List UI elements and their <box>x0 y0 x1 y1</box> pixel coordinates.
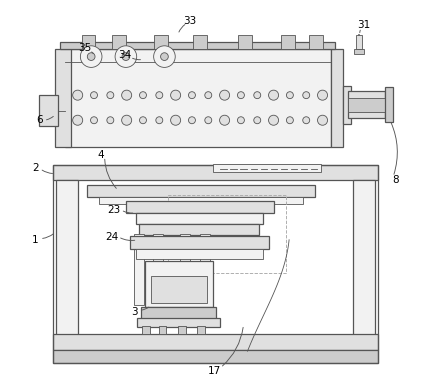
Text: 6: 6 <box>36 115 42 125</box>
Bar <box>81 34 95 49</box>
Circle shape <box>220 90 229 100</box>
Circle shape <box>73 115 83 125</box>
Bar <box>354 49 364 54</box>
Text: 8: 8 <box>392 175 399 185</box>
Bar <box>331 49 343 147</box>
Circle shape <box>220 115 229 125</box>
Bar <box>180 234 190 305</box>
Bar <box>65 49 331 147</box>
Circle shape <box>81 46 102 67</box>
Bar <box>385 87 394 122</box>
Bar <box>130 236 268 249</box>
Bar <box>309 34 323 49</box>
Text: 2: 2 <box>32 163 39 173</box>
Bar <box>168 195 286 272</box>
Circle shape <box>87 53 95 60</box>
Text: 34: 34 <box>118 50 131 60</box>
Circle shape <box>188 117 195 124</box>
Bar <box>153 234 163 305</box>
Circle shape <box>317 115 327 125</box>
Text: 23: 23 <box>108 205 121 215</box>
Bar <box>356 35 362 49</box>
Bar <box>142 326 150 334</box>
Bar <box>158 326 166 334</box>
Text: 31: 31 <box>357 20 370 30</box>
Circle shape <box>237 92 244 99</box>
Circle shape <box>90 92 97 99</box>
Circle shape <box>161 53 168 60</box>
Bar <box>197 326 205 334</box>
Bar <box>145 261 213 307</box>
Bar <box>53 164 378 363</box>
Circle shape <box>205 92 212 99</box>
Circle shape <box>154 46 175 67</box>
Circle shape <box>303 92 310 99</box>
Bar <box>213 164 320 172</box>
Circle shape <box>156 117 163 124</box>
Bar <box>353 180 375 350</box>
Bar <box>194 34 207 49</box>
Text: 17: 17 <box>208 366 221 376</box>
Circle shape <box>303 117 310 124</box>
Bar <box>151 276 207 303</box>
Circle shape <box>286 92 294 99</box>
Bar <box>99 197 303 204</box>
Circle shape <box>268 115 278 125</box>
Circle shape <box>317 90 327 100</box>
Circle shape <box>188 92 195 99</box>
Text: 35: 35 <box>78 43 91 53</box>
Circle shape <box>115 46 137 67</box>
Circle shape <box>122 53 130 60</box>
Circle shape <box>122 115 132 125</box>
Bar <box>200 234 210 305</box>
Circle shape <box>171 115 181 125</box>
Circle shape <box>122 90 132 100</box>
Bar <box>126 201 275 213</box>
Bar <box>139 224 259 235</box>
Circle shape <box>286 117 294 124</box>
Circle shape <box>254 92 261 99</box>
Bar <box>113 34 126 49</box>
Bar <box>154 34 168 49</box>
Bar <box>55 49 71 147</box>
Bar <box>87 185 315 197</box>
Circle shape <box>139 117 146 124</box>
Bar <box>56 180 78 350</box>
Bar <box>53 165 378 180</box>
Circle shape <box>254 117 261 124</box>
Bar <box>178 326 186 334</box>
Circle shape <box>90 117 97 124</box>
Bar <box>53 334 378 350</box>
Text: 24: 24 <box>105 232 118 242</box>
Circle shape <box>205 117 212 124</box>
Circle shape <box>107 92 114 99</box>
Circle shape <box>237 117 244 124</box>
Bar <box>141 307 216 319</box>
Bar <box>349 91 385 118</box>
Bar <box>137 318 220 327</box>
Text: 33: 33 <box>183 16 196 26</box>
Bar <box>39 95 58 126</box>
Bar <box>239 34 252 49</box>
Circle shape <box>268 90 278 100</box>
Bar <box>134 234 144 305</box>
Bar <box>343 86 351 124</box>
Circle shape <box>73 90 83 100</box>
Text: 4: 4 <box>97 150 104 160</box>
Circle shape <box>156 92 163 99</box>
Bar <box>136 213 263 224</box>
Text: 1: 1 <box>32 235 39 245</box>
Text: 3: 3 <box>132 307 138 317</box>
Circle shape <box>171 90 181 100</box>
Bar <box>60 41 335 49</box>
Bar <box>53 350 378 363</box>
Bar <box>281 34 295 49</box>
Circle shape <box>139 92 146 99</box>
Circle shape <box>107 117 114 124</box>
Bar <box>136 249 263 259</box>
Bar <box>349 98 385 112</box>
